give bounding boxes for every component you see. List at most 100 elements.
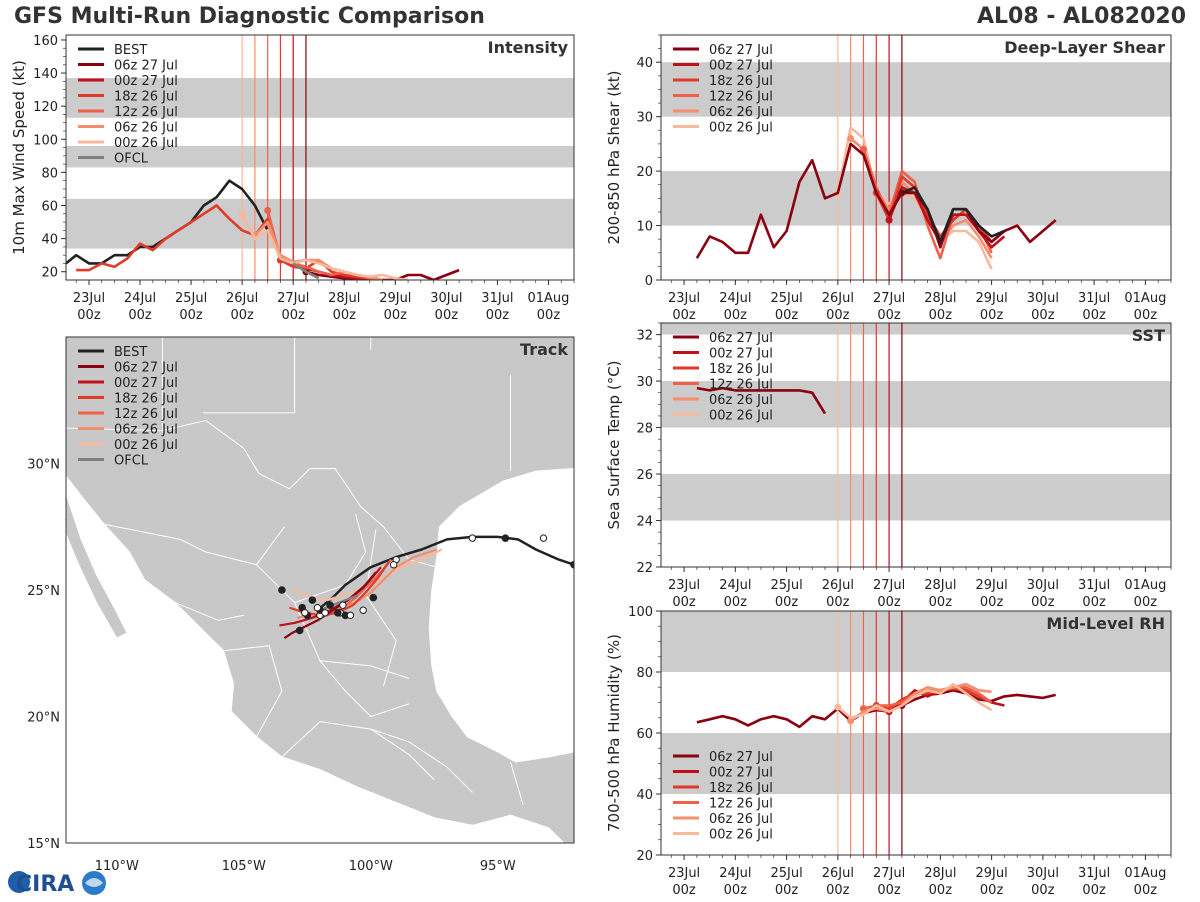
legend-label-06z-26-jul: 06z 26 Jul <box>709 812 773 827</box>
band-1 <box>66 145 574 168</box>
x-tick-label-time: 00z <box>1082 883 1106 898</box>
legend-label-00z-26-jul: 00z 26 Jul <box>114 136 178 151</box>
y-axis-label: 10m Max Wind Speed (kt) <box>10 60 28 255</box>
forecast-point <box>313 604 322 612</box>
x-tick-label-time: 00z <box>929 595 953 610</box>
legend-label-06z-26-jul: 06z 26 Jul <box>709 393 773 408</box>
y-tick-label: 10 <box>636 220 653 235</box>
land-mainland <box>66 337 574 843</box>
x-tick-label: 26Jul <box>226 291 258 306</box>
band-2 <box>66 78 574 118</box>
legend-label-00z-27-jul: 00z 27 Jul <box>709 347 773 362</box>
legend-label-06z-27-jul: 06z 27 Jul <box>114 361 178 376</box>
x-tick-label-time: 00z <box>435 308 459 323</box>
x-tick-label: 27Jul <box>873 291 905 306</box>
legend-label-06z-27-jul: 06z 27 Jul <box>709 750 773 765</box>
best-point <box>333 608 342 617</box>
x-tick-label-time: 00z <box>826 883 850 898</box>
y-tick-label: 60 <box>41 200 58 215</box>
x-tick-label: 29Jul <box>379 291 411 306</box>
track-point-filled <box>570 560 574 569</box>
border-line <box>66 419 437 568</box>
cira-logo-graphic: CIRA <box>8 871 106 897</box>
border-line <box>345 690 410 718</box>
x-tick-label-time: 00z <box>333 308 357 323</box>
series-06z-27-jul <box>305 268 460 280</box>
legend-label-18z-26-jul: 18z 26 Jul <box>114 90 178 105</box>
storm-id: AL08 - AL082020 <box>977 4 1186 29</box>
series-ofcl <box>292 262 320 280</box>
border-line <box>344 513 367 586</box>
track-best <box>316 535 574 612</box>
legend-label-18z-26-jul: 18z 26 Jul <box>709 74 773 89</box>
x-tick-label-time: 00z <box>179 308 203 323</box>
series-best <box>901 186 1005 244</box>
logo-globe-icon <box>8 871 30 893</box>
panel-title: Deep-Layer Shear <box>1004 38 1165 57</box>
legend-label-18z-26-jul: 18z 26 Jul <box>709 781 773 796</box>
x-tick-label-time: 00z <box>877 595 901 610</box>
x-tick-label: 24Jul <box>124 291 156 306</box>
legend-label-18z-26-jul: 18z 26 Jul <box>114 392 178 407</box>
legend-label-06z-27-jul: 06z 27 Jul <box>114 59 178 74</box>
band-2 <box>661 323 1171 335</box>
border-line <box>370 728 473 793</box>
series-00z-26-jul <box>836 682 993 720</box>
x-tick-label: 24Jul <box>719 866 751 881</box>
x-tick-label: 01Aug <box>1124 866 1166 881</box>
x-tick-label: 01Aug <box>1124 578 1166 593</box>
y-tick-label: 30 <box>636 111 653 126</box>
panel-title: Mid-Level RH <box>1046 614 1165 633</box>
best-point <box>326 601 334 609</box>
x-tick-label-time: 00z <box>775 595 799 610</box>
x-tick-label-time: 00z <box>826 308 850 323</box>
series-00z-26-jul <box>240 213 409 280</box>
x-tick-label-time: 00z <box>672 308 696 323</box>
legend-label-00z-26-jul: 00z 26 Jul <box>709 409 773 424</box>
lat-tick-label: 25°N <box>27 584 60 599</box>
x-tick-label-time: 00z <box>672 595 696 610</box>
lat-tick-label: 20°N <box>27 711 60 726</box>
band-1 <box>661 381 1171 428</box>
band-1 <box>661 62 1171 117</box>
x-tick-label: 27Jul <box>873 866 905 881</box>
x-tick-label-time: 00z <box>826 595 850 610</box>
page-title: GFS Multi-Run Diagnostic Comparison <box>14 4 485 29</box>
band-1 <box>661 611 1171 672</box>
x-tick-label-time: 00z <box>1031 308 1055 323</box>
border-line <box>223 645 283 737</box>
marker-00z-26-jul <box>834 703 842 711</box>
plot-area <box>66 35 574 280</box>
y-axis-label: 700-500 hPa Humidity (%) <box>605 634 623 832</box>
x-tick-label: 24Jul <box>719 291 751 306</box>
x-tick-label: 25Jul <box>770 866 802 881</box>
track-point-open <box>468 534 477 542</box>
x-tick-label-time: 00z <box>1031 883 1055 898</box>
legend-label-06z-26-jul: 06z 26 Jul <box>114 121 178 136</box>
x-tick-label: 31Jul <box>1078 866 1110 881</box>
y-tick-label: 0 <box>645 274 653 289</box>
marker-12z-26-jul <box>264 206 272 214</box>
land-baja <box>66 425 128 639</box>
y-axis-label: Sea Surface Temp (°C) <box>605 360 623 529</box>
plot-area <box>661 611 1171 855</box>
y-tick-label: 20 <box>636 165 653 180</box>
x-tick-label: 29Jul <box>975 578 1007 593</box>
series-00z-26-jul <box>836 126 993 270</box>
legend-label-00z-27-jul: 00z 27 Jul <box>114 376 178 391</box>
track-ofcl <box>319 594 359 612</box>
legend-label-00z-26-jul: 00z 26 Jul <box>709 828 773 843</box>
legend-label-best: BEST <box>114 345 147 360</box>
x-tick-label: 23Jul <box>73 291 105 306</box>
plot-area <box>661 35 1171 280</box>
x-tick-label-time: 00z <box>775 308 799 323</box>
x-tick-label-time: 00z <box>724 883 748 898</box>
series-06z-27-jul <box>695 142 1057 259</box>
band-0 <box>661 733 1171 794</box>
lon-tick-label: 100°W <box>349 859 393 874</box>
x-tick-label-time: 00z <box>980 308 1004 323</box>
marker-06z-26-jul <box>847 134 855 142</box>
border-line <box>365 529 397 687</box>
chart-sst: 22 24 26 28 30 32 23Jul 00z 24Jul 00z 25Jul 00z 26Ju… <box>605 322 1172 610</box>
